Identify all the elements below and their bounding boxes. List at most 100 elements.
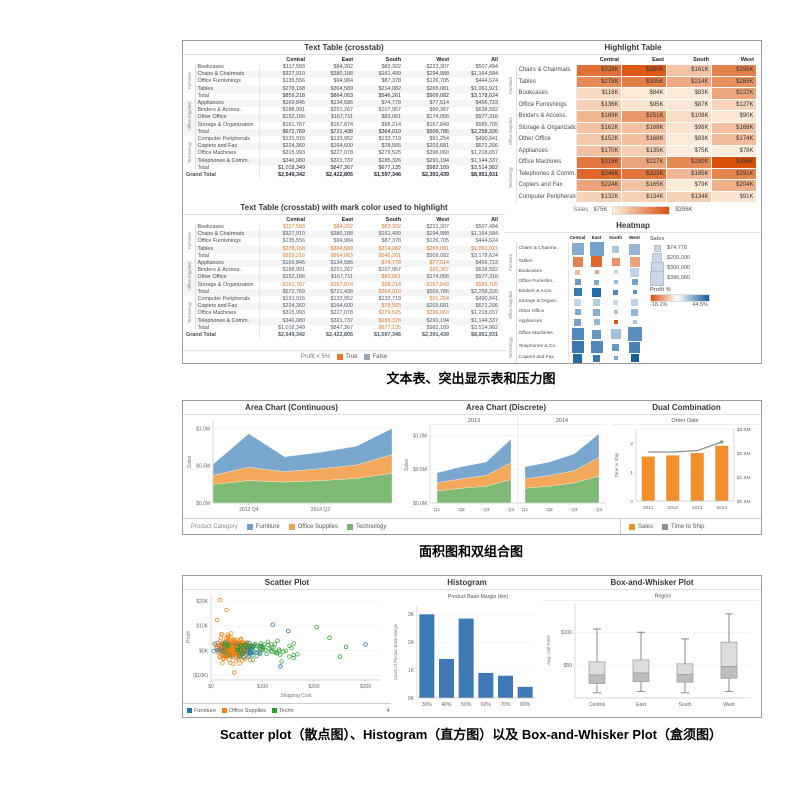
row-label[interactable]: Storage & Organization (516, 122, 577, 134)
highlight-cell[interactable]: $83K (665, 87, 712, 100)
highlight-cell[interactable]: $75K (665, 144, 712, 157)
highlight-cell[interactable]: $79K (665, 179, 712, 192)
scatter-point[interactable] (281, 649, 286, 654)
scatter-point[interactable] (271, 645, 276, 650)
scatter-point[interactable] (261, 644, 266, 650)
row-label[interactable]: Total (195, 128, 260, 137)
row-label[interactable]: Binders & Access. (195, 267, 260, 275)
box-upper-quartile[interactable] (720, 641, 738, 667)
highlight-cell[interactable]: $95K (620, 98, 667, 111)
highlight-cell[interactable]: $84K (620, 87, 667, 100)
histogram-bar[interactable] (478, 672, 494, 698)
heatmap-mark[interactable] (594, 279, 599, 285)
row-label[interactable]: Other Office (195, 274, 260, 282)
scatter-point[interactable] (241, 655, 247, 660)
heatmap-mark[interactable] (612, 245, 619, 253)
heatmap-mark[interactable] (631, 279, 638, 285)
scatter-point[interactable] (227, 652, 232, 658)
scatter-point[interactable] (215, 617, 220, 622)
highlight-cell[interactable]: $168K (620, 121, 667, 134)
category-group-label[interactable]: Technology (506, 327, 517, 363)
legend-item-technology[interactable]: Technology (346, 523, 386, 530)
row-label[interactable]: Other Office (516, 307, 569, 317)
column-header[interactable]: South (693, 57, 709, 63)
scatter-point[interactable] (232, 639, 237, 644)
heatmap-mark[interactable] (610, 329, 621, 339)
highlight-cell[interactable]: $224K (575, 179, 622, 192)
scatter-point[interactable] (363, 642, 368, 647)
column-header[interactable]: West (436, 57, 449, 63)
scatter-point[interactable] (295, 652, 300, 657)
row-label[interactable]: Other Office (195, 114, 260, 122)
highlight-cell[interactable]: $322K (620, 167, 667, 180)
scatter-point[interactable] (218, 654, 223, 660)
scatter-point[interactable] (223, 642, 228, 647)
heatmap-mark[interactable] (573, 288, 582, 296)
time-to-ship-line[interactable] (648, 441, 723, 453)
column-header[interactable]: West (740, 57, 754, 63)
scatter-point[interactable] (224, 607, 229, 613)
scatter-point[interactable] (314, 625, 319, 630)
heatmap-mark[interactable] (593, 298, 600, 306)
heatmap-mark[interactable] (627, 327, 642, 341)
column-header[interactable]: All (491, 57, 498, 63)
row-label[interactable]: Office Machines (516, 156, 577, 168)
heatmap-mark[interactable] (571, 243, 584, 255)
column-header[interactable]: East (341, 217, 353, 223)
category-group-label[interactable]: Furniture (506, 64, 517, 111)
row-label[interactable]: Chairs & Chairmats (195, 231, 260, 239)
scatter-point[interactable] (275, 638, 280, 643)
scatter-point[interactable] (252, 641, 258, 647)
box-lower-quartile[interactable] (676, 673, 694, 683)
highlight-cell[interactable]: $168K (710, 121, 757, 134)
heatmap-mark[interactable] (574, 298, 582, 306)
legend-item[interactable]: Time to Ship (662, 523, 704, 530)
row-label[interactable]: Office Machines (195, 310, 260, 318)
highlight-cell[interactable]: $305K (620, 75, 667, 88)
highlight-cell[interactable]: $98K (665, 121, 712, 134)
heatmap-mark[interactable] (590, 341, 603, 353)
row-label[interactable]: Storage & Organization (195, 121, 260, 129)
box-lower-quartile[interactable] (588, 674, 606, 684)
row-label[interactable]: Copiers and Fax (195, 303, 260, 311)
legend-item[interactable]: Furniture (187, 708, 216, 714)
legend-item-true[interactable]: True (337, 354, 357, 360)
profit-gradient-bar[interactable] (650, 294, 710, 302)
scatter-point[interactable] (258, 641, 263, 646)
row-label[interactable]: Total (195, 92, 260, 101)
heatmap-mark[interactable] (613, 299, 618, 305)
scatter-point[interactable] (223, 644, 228, 649)
scatter-point[interactable] (218, 597, 223, 603)
heatmap-mark[interactable] (630, 354, 639, 362)
category-group-label[interactable]: Office Supplies (184, 260, 196, 297)
column-header[interactable]: Central (599, 57, 619, 63)
gradient-bar[interactable] (612, 205, 671, 215)
scatter-point[interactable] (287, 643, 292, 648)
highlight-cell[interactable]: $78K (710, 144, 757, 157)
highlight-cell[interactable]: $135K (620, 144, 667, 157)
highlight-cell[interactable]: $87K (665, 98, 712, 111)
highlight-cell[interactable]: $278K (575, 75, 622, 88)
heatmap-mark[interactable] (593, 354, 600, 362)
highlight-cell[interactable]: $83K (665, 133, 712, 146)
highlight-cell[interactable]: $265K (710, 75, 757, 88)
scatter-point[interactable] (278, 664, 283, 669)
column-header[interactable]: South (385, 217, 401, 223)
scatter-point[interactable] (221, 656, 226, 661)
scatter-point[interactable] (264, 651, 269, 657)
row-label[interactable]: Computer Peripherals (195, 136, 260, 144)
heatmap-mark[interactable] (613, 289, 618, 295)
row-label[interactable]: Bookcases (195, 64, 260, 72)
row-label[interactable]: Computer Peripherals (516, 191, 577, 203)
scatter-point[interactable] (250, 647, 255, 652)
heatmap-mark[interactable] (571, 328, 584, 340)
scatter-point[interactable] (232, 670, 237, 675)
box-upper-quartile[interactable] (588, 661, 606, 676)
highlight-cell[interactable]: $127K (710, 98, 757, 111)
highlight-cell[interactable]: $165K (620, 179, 667, 192)
heatmap-mark[interactable] (613, 270, 618, 274)
heatmap-mark[interactable] (630, 267, 639, 277)
highlight-cell[interactable]: $380K (620, 64, 667, 77)
highlight-cell[interactable]: $316K (575, 156, 622, 169)
heatmap-mark[interactable] (629, 341, 640, 353)
